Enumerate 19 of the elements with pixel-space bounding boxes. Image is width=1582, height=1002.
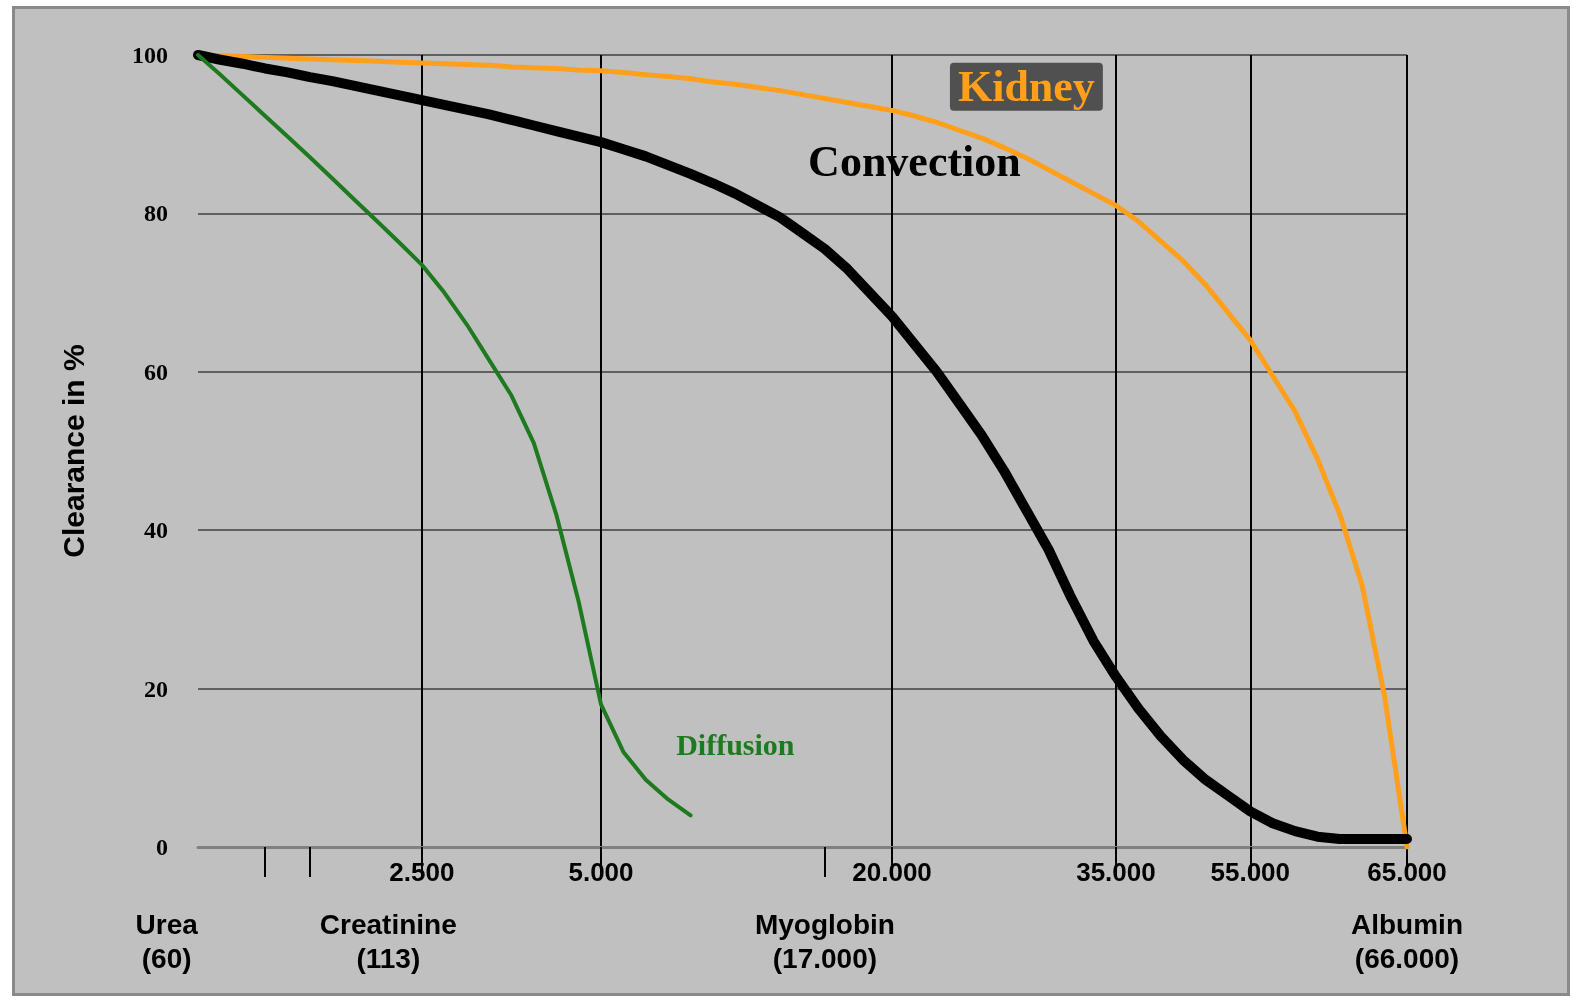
x-tick-label: 5.000 [568,857,634,887]
series-label: Kidney [957,62,1095,112]
x-tick-label: 20.000 [852,857,932,887]
y-tick-label: 80 [144,200,168,227]
x-tick-label: 65.000 [1367,857,1447,887]
y-tick-label: 40 [144,517,168,544]
x-tick-label: 55.000 [1210,857,1291,887]
text: Myoglobin (17.000) [754,908,895,974]
text: Creatinine (113) [319,908,457,974]
y-tick-label: 60 [144,358,168,385]
y-tick-label: 100 [132,42,168,68]
text: Albumin (66.000) [1351,908,1463,974]
y-tick-label: 0 [156,834,168,860]
x-tick-label: 2.500 [389,857,455,887]
y-axis-title: Clearance in % [56,344,90,558]
series-label: Diffusion [676,727,795,761]
x-tick-label: 35.000 [1076,857,1156,887]
text: Urea (60) [135,908,199,974]
y-tick-label: 20 [144,675,168,702]
